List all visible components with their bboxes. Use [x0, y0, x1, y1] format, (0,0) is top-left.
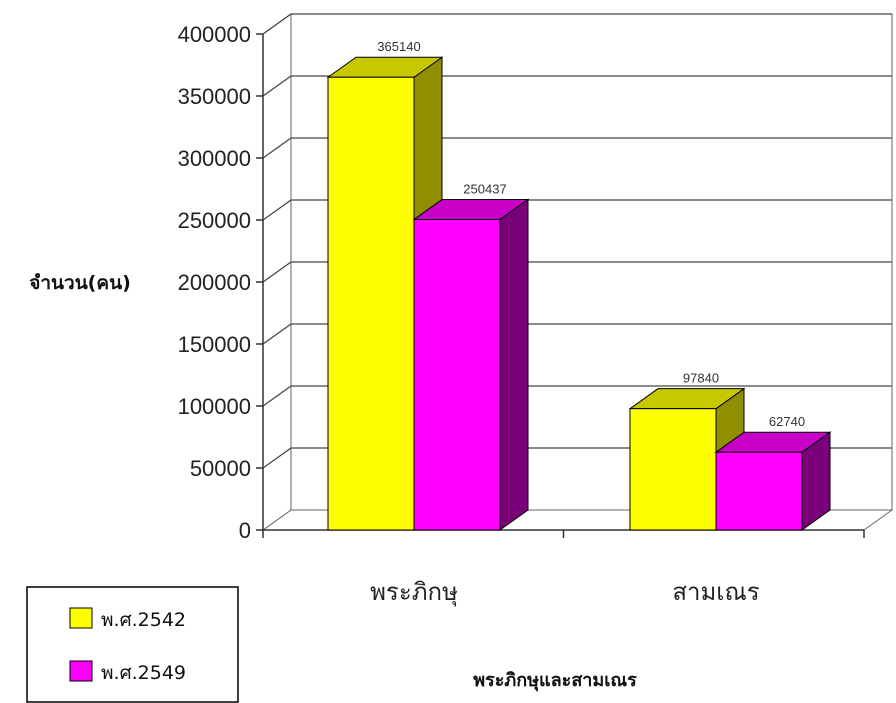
bar-front — [715, 451, 803, 531]
data-labels: 365140 250437 97840 62740 — [377, 39, 805, 429]
data-label: 62740 — [769, 414, 805, 429]
legend-label-2549: พ.ศ.2549 — [101, 662, 186, 684]
legend-swatch-2549 — [69, 660, 93, 682]
y-tick-label: 300000 — [178, 146, 251, 171]
gridline-side — [262, 323, 292, 345]
y-tick-label: 350000 — [178, 84, 251, 109]
bar-front — [327, 76, 415, 531]
bar — [412, 198, 530, 531]
gridline-side — [262, 75, 292, 97]
x-axis-label: พระภิกษุและสามเณร — [473, 670, 637, 692]
x-tick-label: พระภิกษุ — [370, 578, 458, 607]
bar-front — [629, 408, 717, 531]
legend: พ.ศ.2542 พ.ศ.2549 — [26, 586, 239, 703]
legend-box — [26, 586, 239, 703]
data-label: 250437 — [463, 181, 506, 196]
legend-swatch-2542 — [69, 607, 93, 629]
y-tick-label: 50000 — [190, 456, 251, 481]
data-label: 365140 — [377, 39, 420, 54]
gridline-side — [262, 261, 292, 283]
y-tick-label: 250000 — [178, 208, 251, 233]
data-label: 97840 — [683, 371, 719, 386]
gridline-side — [262, 137, 292, 159]
gridline-side — [262, 385, 292, 407]
y-tick-label: 150000 — [178, 332, 251, 357]
bars — [326, 56, 832, 531]
x-tick-label: สามเณร — [672, 578, 759, 606]
y-tick-labels: 0 50000 100000 150000 200000 250000 300000 3500… — [178, 22, 251, 543]
legend-label-2542: พ.ศ.2542 — [101, 609, 186, 631]
y-tick-label: 400000 — [178, 22, 251, 47]
x-tick-labels: พระภิกษุ สามเณร — [370, 578, 760, 607]
bar-front — [413, 218, 501, 531]
gridline-side — [262, 13, 292, 35]
gridline-side — [262, 199, 292, 221]
y-tick-label: 0 — [239, 518, 251, 543]
bar — [714, 431, 832, 531]
y-axis-label: จำนวน(คน) — [29, 272, 131, 294]
bar-side — [499, 198, 529, 531]
y-tick-label: 100000 — [178, 394, 251, 419]
gridline-side — [262, 447, 292, 469]
y-tick-label: 200000 — [178, 270, 251, 295]
